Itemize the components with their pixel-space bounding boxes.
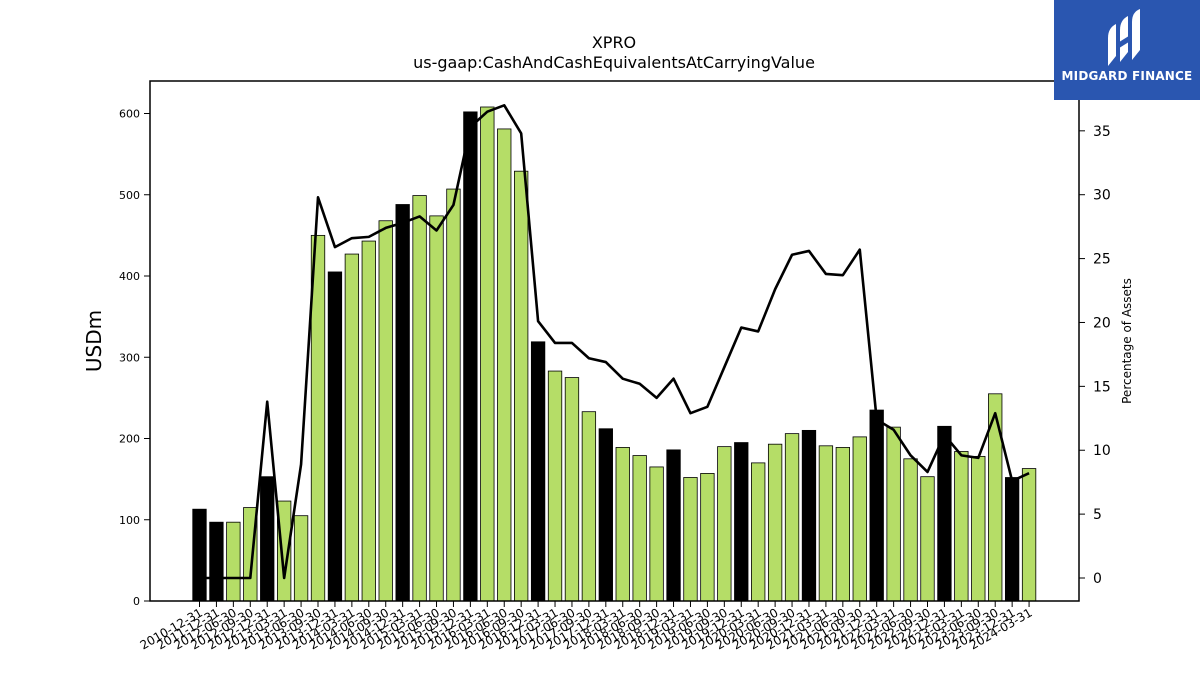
bar-2019-03-31 <box>683 477 698 602</box>
y-tick-label: 100 <box>119 514 140 527</box>
y-right-tick-label: 0 <box>1093 571 1102 587</box>
logo-text: MIDGARD FINANCE <box>1061 69 1193 83</box>
bar-2018-12-31 <box>666 449 681 602</box>
bar-2019-06-30 <box>700 473 715 602</box>
bar-2019-12-31 <box>734 442 749 602</box>
chart-subtitle: us-gaap:CashAndCashEquivalentsAtCarrying… <box>413 53 815 72</box>
percentage-line-group <box>199 103 1030 580</box>
bar-2012-06-30 <box>226 521 241 602</box>
y-tick-label: 300 <box>119 351 140 364</box>
y-right-tick-label: 30 <box>1093 188 1111 204</box>
y-right-tick-label: 15 <box>1093 379 1111 395</box>
bar-group <box>192 106 1037 602</box>
bar-2020-06-30 <box>767 443 783 602</box>
bar-2021-12-31 <box>869 409 884 602</box>
y-right-tick-label: 10 <box>1093 443 1111 459</box>
y-right-tick-label: 20 <box>1093 315 1111 331</box>
y-tick-label: 500 <box>119 189 140 202</box>
bar-2018-06-30 <box>632 455 647 602</box>
bar-2016-06-30 <box>497 128 512 602</box>
bar-2017-06-30 <box>564 377 580 602</box>
bar-2016-03-31 <box>480 106 495 602</box>
chart-title: XPRO <box>592 33 636 52</box>
bar-2013-12-31 <box>327 271 343 602</box>
plot-frame <box>149 80 1080 602</box>
bar-2015-03-31 <box>412 195 427 602</box>
bar-2021-03-31 <box>818 445 834 602</box>
y-tick-label: 400 <box>119 270 140 283</box>
bar-2015-12-31 <box>463 111 478 602</box>
bar-2023-03-31 <box>954 451 969 602</box>
bar-2023-06-30 <box>971 455 986 602</box>
bar-2014-03-31 <box>344 253 360 602</box>
bar-2016-09-30 <box>514 170 529 602</box>
y-right-tick-label: 35 <box>1093 124 1111 140</box>
bar-2012-12-31 <box>260 476 275 602</box>
y-axis-label: USDm <box>82 310 106 372</box>
bar-2018-09-30 <box>649 466 664 602</box>
y-tick-label: 0 <box>133 595 140 608</box>
bar-2017-03-31 <box>547 370 563 602</box>
bar-2013-06-30 <box>293 515 309 602</box>
logo-badge: MIDGARD FINANCE <box>1054 0 1200 100</box>
bar-2017-09-30 <box>581 411 597 602</box>
percentage-of-assets-line <box>199 103 1030 580</box>
y-axis-right-label: Percentage of Assets <box>1120 278 1134 404</box>
bar-2019-09-30 <box>717 446 732 602</box>
bar-2021-06-30 <box>835 447 850 602</box>
bar-2022-03-31 <box>886 426 901 602</box>
bar-2016-12-31 <box>530 341 546 602</box>
bar-2011-12-31 <box>209 521 224 602</box>
y-tick-label: 600 <box>119 108 140 121</box>
bar-2024-03-31 <box>1021 468 1037 602</box>
bar-2022-06-30 <box>903 458 918 602</box>
y-axis-left: 0 100 200 300 400 500 600 <box>119 108 150 608</box>
bar-2018-03-31 <box>615 447 630 602</box>
bar-2014-09-30 <box>378 220 393 602</box>
bar-2022-12-31 <box>937 425 952 602</box>
bar-2010-12-31 <box>192 508 207 602</box>
bar-2014-12-31 <box>395 204 410 602</box>
y-right-tick-label: 5 <box>1093 507 1102 523</box>
bar-2020-09-30 <box>784 433 800 602</box>
y-right-tick-label: 25 <box>1093 252 1111 268</box>
x-axis: 2010-12-312011-12-312012-06-302012-09-30… <box>138 601 1035 652</box>
bar-2014-06-30 <box>361 240 376 602</box>
bar-2022-09-30 <box>920 476 935 602</box>
bar-2017-12-31 <box>598 428 613 602</box>
midgard-logo-icon <box>1108 9 1140 66</box>
bar-2020-12-31 <box>801 429 817 602</box>
bar-2015-09-30 <box>446 188 461 602</box>
bar-2015-06-30 <box>429 215 444 602</box>
y-tick-label: 200 <box>119 433 140 446</box>
y-axis-right: 0 5 10 15 20 25 30 35 <box>1079 124 1111 587</box>
bar-2023-12-31 <box>1004 477 1020 602</box>
bar-2020-03-31 <box>751 462 766 602</box>
bar-2021-09-30 <box>852 436 867 602</box>
